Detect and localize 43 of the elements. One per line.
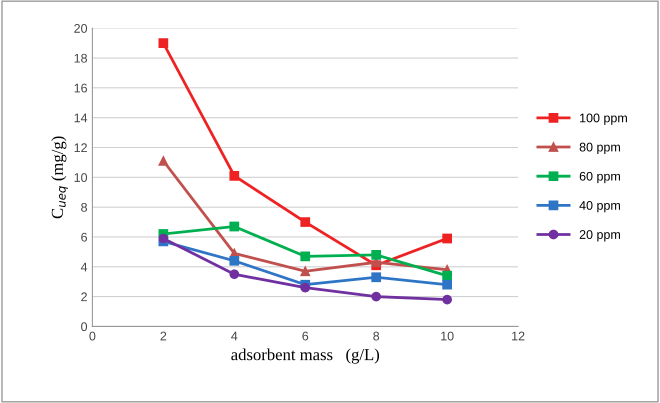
x-tick-label: 4 [231, 332, 238, 340]
legend-label: 100 ppm [580, 114, 627, 125]
y-tick-label: 6 [81, 232, 87, 242]
y-tick-label: 16 [74, 84, 87, 93]
y-tick-label: 20 [74, 24, 88, 33]
legend-label: 60 ppm [580, 172, 620, 184]
x-tick-label: 12 [512, 332, 524, 340]
point [300, 266, 310, 276]
y-tick-label: 12 [74, 143, 87, 152]
y-tick-label: 8 [81, 202, 87, 212]
point [229, 269, 240, 280]
x-tick-label: 8 [373, 332, 380, 340]
point [158, 156, 168, 166]
point [229, 222, 240, 232]
point [442, 270, 452, 281]
y-tick-label: 14 [74, 114, 88, 122]
x-axis-title: adsorbent mass (g/L) [231, 348, 380, 364]
point [300, 282, 310, 293]
point [158, 38, 168, 48]
point [442, 294, 452, 304]
point [442, 234, 452, 244]
y-tick-label: 0 [81, 322, 88, 332]
point [371, 250, 382, 260]
point [229, 170, 240, 181]
point [371, 272, 382, 282]
point [442, 280, 452, 290]
y-axis-title: C$_{ueq}$ (mg/g) [51, 136, 68, 218]
legend-label: 80 ppm [580, 142, 620, 154]
point [158, 234, 168, 244]
x-tick-label: 0 [89, 332, 96, 340]
y-tick-label: 2 [81, 292, 87, 302]
y-tick-label: 4 [80, 262, 88, 272]
legend-label: 40 ppm [579, 200, 620, 212]
y-tick-label: 10 [74, 173, 88, 182]
point [300, 217, 310, 227]
x-tick-label: 10 [441, 332, 454, 340]
x-tick-label: 2 [160, 332, 166, 340]
legend-label: 20 ppm [580, 230, 620, 242]
point [371, 292, 382, 302]
point [229, 256, 240, 266]
y-tick-label: 18 [74, 54, 87, 63]
x-tick-label: 6 [302, 332, 308, 340]
point [300, 251, 310, 262]
